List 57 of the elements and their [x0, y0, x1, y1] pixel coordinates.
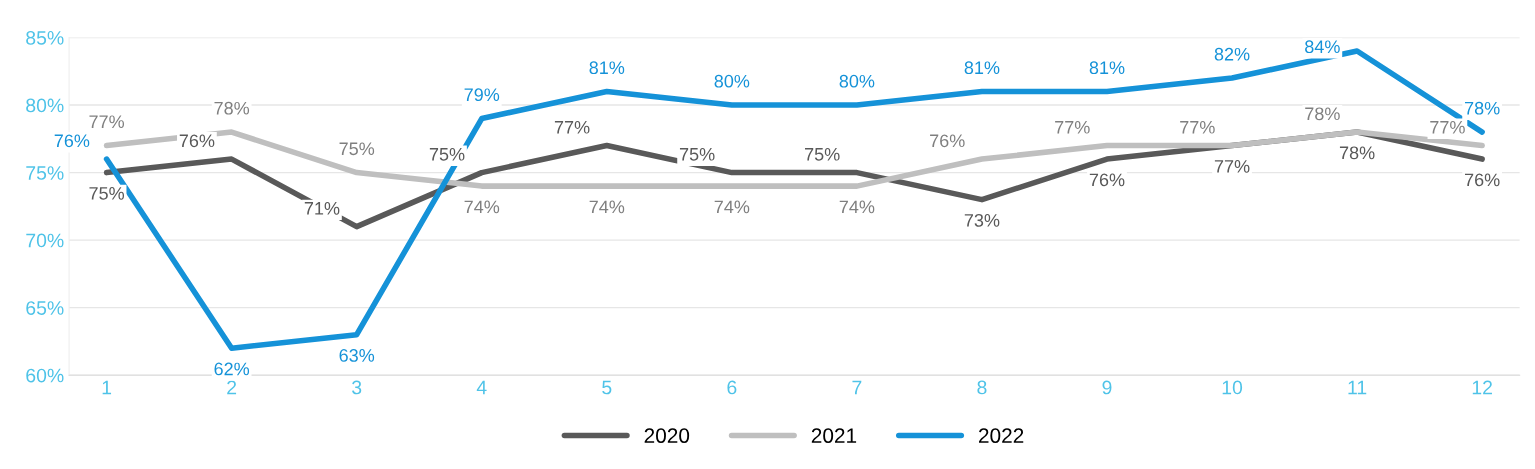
x-tick-label: 1: [102, 380, 112, 395]
data-label: 76%: [1089, 173, 1125, 187]
data-label: 76%: [179, 134, 215, 148]
data-label: 80%: [839, 74, 875, 88]
y-tick-label: 60%: [26, 368, 64, 383]
x-tick-label: 7: [852, 380, 862, 395]
data-label: 82%: [1214, 47, 1250, 61]
data-label: 78%: [1339, 146, 1375, 160]
x-tick-label: 4: [476, 380, 487, 395]
data-label: 77%: [1430, 120, 1465, 134]
data-label: 77%: [89, 115, 125, 129]
x-tick-label: 11: [1348, 380, 1367, 395]
x-tick-label: 10: [1222, 380, 1243, 395]
data-label: 75%: [679, 147, 715, 161]
data-label: 77%: [1180, 120, 1215, 134]
data-label: 81%: [589, 61, 625, 75]
data-label: 78%: [1305, 107, 1340, 121]
data-label: 77%: [1214, 160, 1250, 173]
data-label: 63%: [339, 349, 375, 362]
data-label: 81%: [964, 61, 1000, 75]
data-label: 77%: [554, 120, 590, 134]
legend-label: 2020: [644, 428, 690, 444]
data-label: 71%: [304, 202, 340, 215]
data-label: 81%: [1089, 61, 1125, 75]
x-tick-label: 8: [977, 380, 987, 395]
y-tick-label: 70%: [26, 233, 64, 248]
data-label: 74%: [589, 200, 625, 214]
x-tick-label: 3: [352, 380, 362, 395]
y-tick-label: 75%: [26, 166, 64, 180]
data-label: 75%: [805, 147, 840, 161]
data-label: 78%: [214, 101, 250, 115]
data-label: 74%: [714, 200, 750, 214]
x-tick-label: 9: [1102, 380, 1112, 395]
data-label: 76%: [54, 134, 90, 148]
data-label: 75%: [429, 147, 465, 161]
data-label: 73%: [964, 213, 1000, 227]
legend-label: 2022: [979, 428, 1024, 444]
x-tick-label: 6: [727, 380, 737, 395]
data-label: 74%: [464, 200, 500, 214]
y-tick-label: 65%: [26, 301, 64, 315]
data-label: 75%: [339, 142, 375, 156]
legend-label: 2021: [811, 428, 857, 444]
x-tick-label: 5: [602, 380, 612, 395]
data-label: 77%: [1055, 120, 1090, 134]
x-tick-label: 2: [227, 380, 237, 395]
x-tick-label: 12: [1472, 380, 1492, 395]
data-label: 76%: [1464, 173, 1500, 187]
data-label: 76%: [930, 134, 965, 148]
data-label: 74%: [839, 200, 875, 214]
data-label: 78%: [1464, 101, 1500, 115]
data-label: 75%: [89, 187, 125, 200]
data-label: 84%: [1305, 40, 1340, 54]
y-tick-label: 80%: [26, 98, 64, 113]
data-label: 80%: [714, 74, 750, 88]
data-label: 62%: [214, 362, 250, 376]
y-tick-label: 85%: [26, 30, 64, 45]
data-label: 79%: [464, 88, 500, 102]
